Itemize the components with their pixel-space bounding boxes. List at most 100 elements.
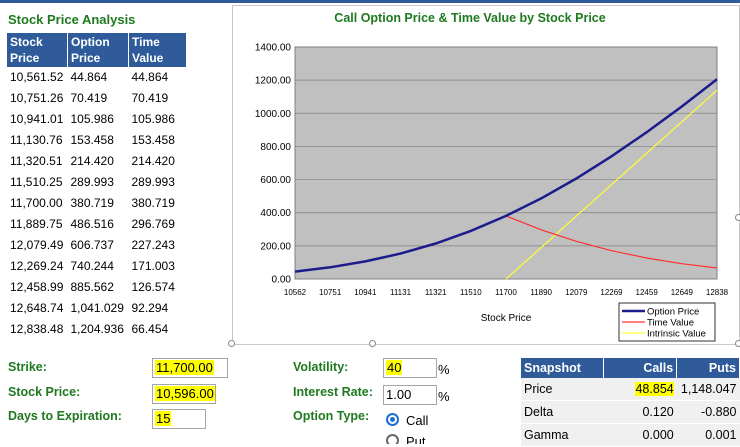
x-tick-label: 11321 [425,288,447,297]
plot-background [294,46,718,280]
y-tick-label: 0.00 [272,275,292,286]
option-price-cell: 606.737 [70,238,114,252]
call-radio[interactable] [386,413,399,426]
analysis-row: 11,130.76 153.458 153.458 [7,130,187,151]
x-tick-label: 10562 [284,288,307,297]
analysis-row: 12,458.99 885.562 126.574 [7,277,187,298]
stock-price-cell: 11,130.76 [10,133,63,147]
resize-handle[interactable] [735,214,740,221]
y-tick-label: 1400.00 [255,43,292,54]
option-chart: Call Option Price & Time Value by Stock … [255,11,729,342]
stock-price-cell: 12,269.24 [10,259,64,273]
time-value-cell: 289.993 [131,175,175,189]
radio-selected-icon[interactable] [386,413,399,426]
analysis-row: 12,269.24 740.244 171.003 [7,256,187,277]
x-tick-label: 10941 [354,288,377,297]
time-value-cell: 153.458 [131,133,175,147]
top-border [0,0,740,3]
x-tick-label: 11510 [460,288,482,297]
time-value-cell: 66.454 [131,322,169,336]
y-tick-label: 1000.00 [255,109,292,120]
snapshot-puts-value: -0.880 [676,400,740,424]
resize-handle[interactable] [228,340,235,347]
volatility-label: Volatility: [293,360,349,374]
snapshot-calls-value: 0.120 [603,400,677,424]
stock-price-cell: 10,561.52 [10,70,64,84]
snapshot-row: Delta 0.120 -0.880 [521,400,740,424]
x-tick-label: 12459 [636,288,659,297]
analysis-row: 11,510.25 289.993 289.993 [7,172,187,193]
days-label: Days to Expiration: [8,409,122,423]
y-tick-label: 400.00 [260,208,291,219]
days-input[interactable]: 15 [152,409,206,429]
x-tick-label: 10751 [319,288,342,297]
snapshot-puts-value: 1,148.047 [676,378,740,401]
snapshot-calls-value: 48.854 [603,378,677,401]
option-price-cell: 153.458 [70,133,114,147]
call-radio-label[interactable]: Call [406,413,429,428]
stock-price-cell: 12,458.99 [10,280,64,294]
analysis-table: Stock Price Option Price Time Value 10,561.… [7,33,187,340]
analysis-row: 10,751.26 70.419 70.419 [7,88,187,109]
snapshot-row: Price 48.854 1,148.047 [521,378,740,401]
stock-price-input[interactable]: 10,596.00 [152,384,216,404]
series-line-intrinsic-value [505,89,718,280]
option-price-cell: 214.420 [70,154,114,168]
snapshot-puts-value: 0.001 [676,423,740,447]
stock-price-cell: 12,838.48 [10,322,64,336]
puts-header: Puts [676,358,740,378]
strike-label: Strike: [8,360,47,374]
option-price-cell: 70.419 [70,91,108,105]
option-price-cell: 1,204.936 [70,322,124,336]
time-value-cell: 92.294 [131,301,169,315]
stock-price-cell: 12,079.49 [10,238,64,252]
radio-unselected-icon[interactable] [386,434,399,444]
snapshot-table: Snapshot Calls Puts Price 48.854 1,148.047… [521,358,740,447]
analysis-title: Stock Price Analysis [8,12,136,27]
option-price-cell: 885.562 [70,280,114,294]
x-tick-label: 11131 [390,288,412,297]
resize-handle[interactable] [735,340,740,347]
legend-entry: Intrinsic Value [647,329,706,340]
time-value-cell: 227.243 [131,238,175,252]
calls-header: Calls [603,358,678,378]
time-value-cell: 214.420 [131,154,175,168]
time-value-cell: 380.719 [131,196,175,210]
stock-price-cell: 11,889.75 [10,217,63,231]
series-line-time-value [505,215,718,269]
strike-input[interactable]: 11,700.00 [152,358,228,378]
option-price-cell: 44.864 [70,70,108,84]
time-value-cell: 105.986 [131,112,175,126]
time-value-cell: 126.574 [131,280,175,294]
y-tick-label: 600.00 [260,175,291,186]
header-stock-price: Stock Price [7,33,68,67]
x-axis-label: Stock Price [481,313,532,324]
x-tick-label: 12269 [600,288,623,297]
option-type-label: Option Type: [293,409,370,423]
option-price-cell: 740.244 [70,259,114,273]
y-tick-label: 1200.00 [255,76,292,87]
rate-input[interactable]: 1.00 [383,385,437,405]
y-tick-label: 200.00 [260,241,291,252]
snapshot-header: Snapshot [521,358,605,378]
chart-title: Call Option Price & Time Value by Stock … [334,11,605,25]
analysis-header-row: Stock Price Option Price Time Value [7,33,187,67]
series-line-option-price [294,78,718,273]
legend-entry: Option Price [647,307,699,318]
rate-unit: % [438,389,450,404]
time-value-cell: 296.769 [131,217,175,231]
analysis-row: 11,889.75 486.516 296.769 [7,214,187,235]
volatility-input[interactable]: 40 [383,358,437,378]
chart-frame: Call Option Price & Time Value by Stock … [232,5,740,345]
option-price-cell: 289.993 [70,175,114,189]
x-tick-label: 12079 [565,288,588,297]
stock-price-cell: 11,700.00 [10,196,63,210]
analysis-row: 10,561.52 44.864 44.864 [7,67,187,88]
put-radio[interactable]: Put [386,434,436,444]
resize-handle[interactable] [369,340,376,347]
x-tick-label: 12838 [706,288,729,297]
x-tick-label: 11700 [495,288,517,297]
put-radio-label[interactable]: Put [406,434,426,444]
stock-price-cell: 10,751.26 [10,91,64,105]
option-price-cell: 1,041.029 [70,301,124,315]
